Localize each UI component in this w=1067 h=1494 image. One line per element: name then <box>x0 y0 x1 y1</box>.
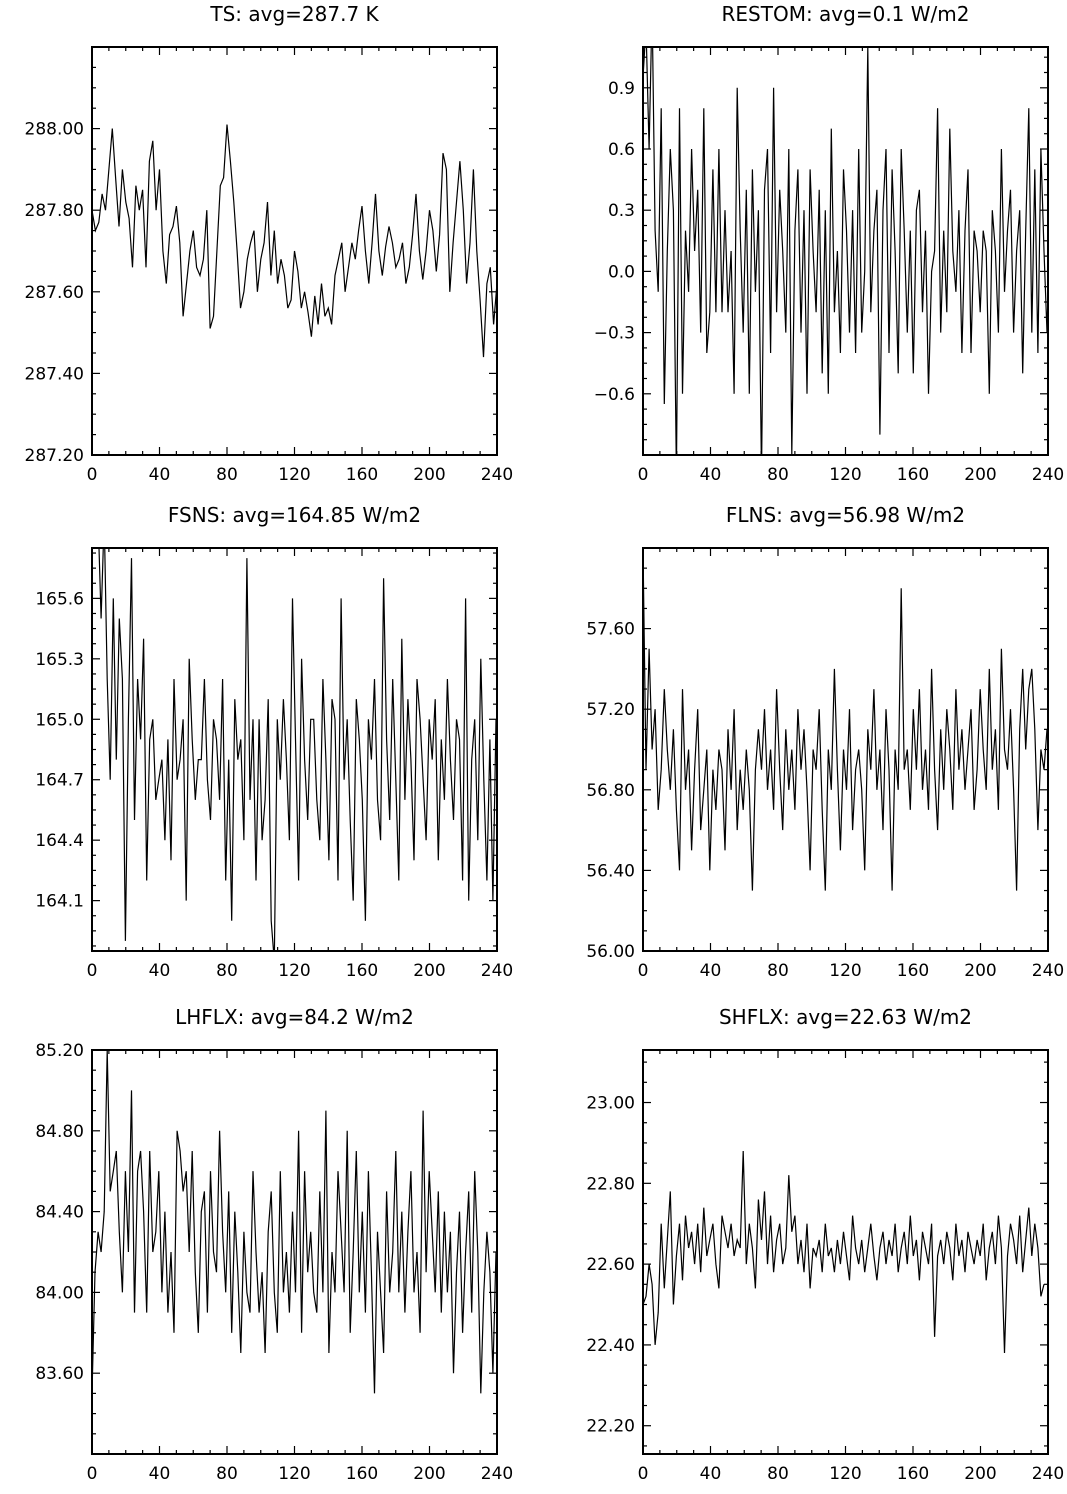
y-tick-label: 56.80 <box>586 781 635 801</box>
x-tick-label: 0 <box>638 465 649 485</box>
x-tick-label: 120 <box>278 465 310 485</box>
y-tick-label: 22.80 <box>586 1174 635 1194</box>
x-tick-label: 200 <box>964 465 996 485</box>
x-tick-label: 80 <box>216 465 238 485</box>
x-tick-label: 160 <box>346 465 378 485</box>
x-tick-label: 240 <box>1032 465 1064 485</box>
y-tick-label: −0.6 <box>594 385 635 405</box>
x-tick-label: 200 <box>413 961 445 981</box>
x-tick-label: 0 <box>638 1464 649 1484</box>
x-tick-label: 200 <box>413 465 445 485</box>
y-tick-label: 0.0 <box>608 262 635 282</box>
x-tick-label: 120 <box>829 1464 861 1484</box>
x-tick-label: 200 <box>964 961 996 981</box>
x-tick-label: 40 <box>700 465 722 485</box>
x-tick-label: 200 <box>413 1464 445 1484</box>
series-line <box>92 1050 497 1394</box>
x-tick-label: 80 <box>216 1464 238 1484</box>
x-tick-label: 80 <box>767 961 789 981</box>
y-tick-label: 22.40 <box>586 1336 635 1356</box>
x-tick-label: 160 <box>897 465 929 485</box>
y-tick-label: 22.20 <box>586 1417 635 1437</box>
x-tick-label: 160 <box>897 1464 929 1484</box>
y-tick-label: 57.20 <box>586 700 635 720</box>
chart-title: FLNS: avg=56.98 W/m2 <box>726 503 965 527</box>
y-tick-label: 0.3 <box>608 201 635 221</box>
x-tick-label: 120 <box>829 961 861 981</box>
series-line <box>643 47 1048 455</box>
y-tick-label: 164.4 <box>35 831 84 851</box>
x-tick-label: 80 <box>767 1464 789 1484</box>
y-tick-label: 84.80 <box>35 1122 84 1142</box>
series-line <box>643 548 1048 891</box>
x-tick-label: 0 <box>87 961 98 981</box>
chart-panel-4: FLNS: avg=56.98 W/m2 0 40 80 120 160 200 240 56.… <box>586 503 1064 981</box>
y-tick-label: 83.60 <box>35 1364 84 1384</box>
x-tick-label: 40 <box>700 1464 722 1484</box>
x-tick-label: 240 <box>1032 961 1064 981</box>
y-tick-label: 164.1 <box>35 892 84 912</box>
y-tick-label: 165.3 <box>35 650 84 670</box>
x-tick-label: 40 <box>149 465 171 485</box>
chart-title: SHFLX: avg=22.63 W/m2 <box>719 1005 972 1029</box>
series-line <box>643 1150 1045 1354</box>
y-tick-label: −0.3 <box>594 324 635 344</box>
x-tick-label: 160 <box>346 1464 378 1484</box>
x-tick-label: 120 <box>278 1464 310 1484</box>
y-tick-label: 165.6 <box>35 589 84 609</box>
y-tick-label: 57.60 <box>586 620 635 640</box>
x-tick-label: 40 <box>149 961 171 981</box>
y-tick-label: 287.40 <box>25 364 84 384</box>
x-tick-label: 240 <box>481 465 513 485</box>
x-tick-label: 40 <box>149 1464 171 1484</box>
chart-panel-5: LHFLX: avg=84.2 W/m2 0 40 80 120 160 200 240 83.… <box>35 1005 513 1484</box>
x-tick-label: 160 <box>346 961 378 981</box>
y-tick-label: 84.00 <box>35 1283 84 1303</box>
chart-panel-1: TS: avg=287.7 K 0 40 80 120 160 200 240 287.20 28… <box>25 2 514 485</box>
chart-title: TS: avg=287.7 K <box>209 2 379 26</box>
y-tick-label: 0.6 <box>608 140 635 160</box>
x-tick-label: 80 <box>767 465 789 485</box>
y-tick-label: 22.60 <box>586 1255 635 1275</box>
x-tick-label: 240 <box>481 1464 513 1484</box>
y-tick-label: 56.00 <box>586 942 635 962</box>
chart-title: FSNS: avg=164.85 W/m2 <box>168 503 421 527</box>
y-tick-label: 287.60 <box>25 283 84 303</box>
x-tick-label: 240 <box>1032 1464 1064 1484</box>
x-tick-label: 120 <box>278 961 310 981</box>
x-tick-label: 120 <box>829 465 861 485</box>
y-tick-label: 0.9 <box>608 79 635 99</box>
x-tick-label: 160 <box>897 961 929 981</box>
x-tick-label: 200 <box>964 1464 996 1484</box>
y-tick-label: 85.20 <box>35 1041 84 1061</box>
y-tick-label: 164.7 <box>35 771 84 791</box>
y-tick-label: 288.00 <box>25 120 84 140</box>
x-tick-label: 40 <box>700 961 722 981</box>
x-tick-label: 80 <box>216 961 238 981</box>
y-tick-label: 23.00 <box>586 1094 635 1114</box>
x-tick-label: 240 <box>481 961 513 981</box>
y-tick-label: 84.40 <box>35 1203 84 1223</box>
chart-title: RESTOM: avg=0.1 W/m2 <box>722 2 970 26</box>
chart-panel-6: SHFLX: avg=22.63 W/m2 0 40 80 120 160 200 240 22… <box>586 1005 1064 1484</box>
y-tick-label: 56.40 <box>586 861 635 881</box>
chart-panel-3: FSNS: avg=164.85 W/m2 0 40 80 120 160 200 240 16… <box>35 503 513 981</box>
x-tick-label: 0 <box>87 1464 98 1484</box>
chart-panel-2: RESTOM: avg=0.1 W/m2 0 40 80 120 160 200 240 −0.… <box>594 2 1065 485</box>
x-tick-label: 0 <box>638 961 649 981</box>
series-line <box>92 124 497 358</box>
chart-title: LHFLX: avg=84.2 W/m2 <box>175 1005 414 1029</box>
y-tick-label: 287.20 <box>25 446 84 466</box>
series-line <box>98 548 497 951</box>
x-tick-label: 0 <box>87 465 98 485</box>
y-tick-label: 165.0 <box>35 710 84 730</box>
y-tick-label: 287.80 <box>25 201 84 221</box>
